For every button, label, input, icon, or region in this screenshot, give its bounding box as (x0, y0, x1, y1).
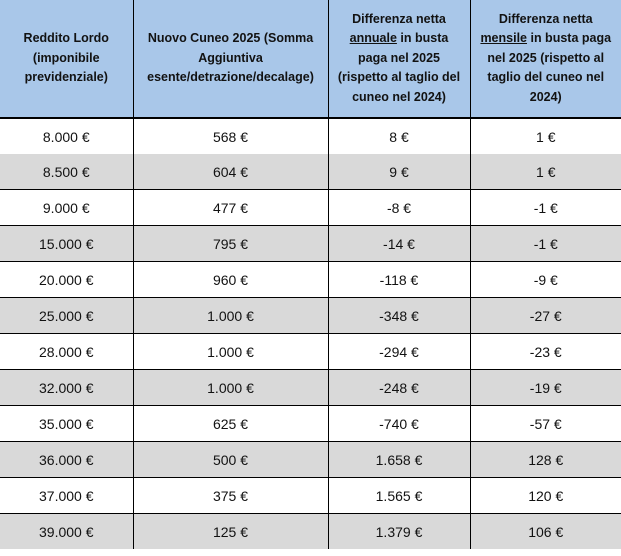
table-cell: 9.000 € (0, 189, 134, 226)
table-row: 15.000 €795 € -14 € -1 € (0, 225, 621, 262)
column-header-differenza-mensile: Differenza netta mensile in busta paga n… (470, 0, 621, 119)
table-cell: 125 € (133, 513, 329, 549)
table-cell: 375 € (133, 477, 329, 514)
table-cell: 32.000 € (0, 369, 134, 406)
table-cell: 1 € (536, 163, 556, 180)
table-cell: -1 € (533, 199, 558, 216)
table-row: 25.000 €1.000 € -348 € -27 € (0, 297, 621, 334)
table-cell: -27 € (529, 307, 562, 324)
table-row: 39.000 €125 €1.379 € 106 € (0, 513, 621, 549)
table-cell: 106 € (528, 523, 564, 540)
table-cell: 120 € (528, 487, 564, 504)
table-row: 35.000 €625 € -740 € -57 € (0, 405, 621, 442)
table-cell: -118 € (328, 261, 471, 298)
header-text: Nuovo Cuneo 2025 (Somma Aggiuntiva esent… (147, 31, 314, 85)
table-cell: 1.379 € (328, 513, 471, 549)
table-row: 8.500 €604 €9 € 1 € (0, 154, 621, 190)
header-underlined-text: annuale (349, 31, 397, 46)
table-row: 9.000 €477 € -8 € -1 € (0, 189, 621, 226)
table-cell: 1.658 € (328, 441, 471, 478)
table-cell: 8.000 € (0, 118, 134, 154)
table-cell: -57 € (529, 415, 562, 432)
table-cell: 39.000 € (0, 513, 134, 549)
header-text: Reddito Lordo (imponibile previdenziale) (23, 31, 109, 85)
table-cell: 477 € (133, 189, 329, 226)
table-cell: 8 € (328, 118, 471, 154)
table-cell: 37.000 € (0, 477, 134, 514)
table-cell: 9 € (328, 154, 471, 190)
header-row: Reddito Lordo (imponibile previdenziale)… (0, 0, 621, 119)
table-cell: -9 € (533, 271, 558, 288)
table-cell: 1.000 € (133, 369, 329, 406)
table-cell: -248 € (328, 369, 471, 406)
table-cell: -19 € (529, 379, 562, 396)
table-row: 37.000 €375 €1.565 € 120 € (0, 477, 621, 514)
table-cell: 568 € (133, 118, 329, 154)
table-cell: 604 € (133, 154, 329, 190)
header-text: in busta paga nel 2025 (rispetto al tagl… (337, 31, 461, 104)
table-cell: 795 € (133, 225, 329, 262)
column-header-nuovo-cuneo: Nuovo Cuneo 2025 (Somma Aggiuntiva esent… (133, 0, 329, 119)
table-cell: 36.000 € (0, 441, 134, 478)
table-cell: 1.565 € (328, 477, 471, 514)
table-row: 28.000 €1.000 € -294 € -23 € (0, 333, 621, 370)
table-cell: -740 € (328, 405, 471, 442)
table-cell: 1 € (536, 128, 556, 145)
table-cell: 20.000 € (0, 261, 134, 298)
header-text: Differenza netta (498, 12, 593, 27)
table-cell: 500 € (133, 441, 329, 478)
table-cell: 1.000 € (133, 297, 329, 334)
table-cell: 625 € (133, 405, 329, 442)
table-cell: -294 € (328, 333, 471, 370)
table-cell: -8 € (328, 189, 471, 226)
header-underlined-text: mensile (480, 31, 527, 46)
table-row: 32.000 €1.000 € -248 € -19 € (0, 369, 621, 406)
table-cell: -23 € (529, 343, 562, 360)
table-cell: 15.000 € (0, 225, 134, 262)
table-cell: -348 € (328, 297, 471, 334)
table-cell: 35.000 € (0, 405, 134, 442)
table-cell: 25.000 € (0, 297, 134, 334)
table-cell: -14 € (328, 225, 471, 262)
table-cell: 128 € (528, 451, 564, 468)
column-header-differenza-annuale: Differenza netta annuale in busta paga n… (328, 0, 471, 119)
table-row: 36.000 €500 €1.658 € 128 € (0, 441, 621, 478)
table-row: 20.000 €960 € -118 € -9 € (0, 261, 621, 298)
table-cell: -1 € (533, 235, 558, 252)
header-text: Differenza netta (352, 12, 446, 27)
header-text: in busta paga nel 2025 (rispetto al tagl… (487, 31, 612, 104)
table-cell: 8.500 € (0, 154, 134, 190)
table-cell: 960 € (133, 261, 329, 298)
table-cell: 28.000 € (0, 333, 134, 370)
column-header-reddito-lordo: Reddito Lordo (imponibile previdenziale) (0, 0, 134, 119)
table-row: 8.000 €568 €8 € 1 € (0, 118, 621, 154)
table-cell: 1.000 € (133, 333, 329, 370)
